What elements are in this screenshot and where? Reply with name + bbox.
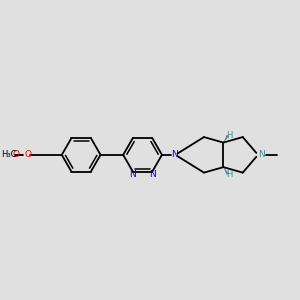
Polygon shape (224, 135, 229, 142)
Text: O: O (12, 150, 20, 159)
Text: N: N (258, 150, 265, 159)
Text: H: H (226, 131, 232, 140)
Text: N: N (129, 170, 136, 179)
Text: H: H (226, 170, 232, 179)
Text: N: N (171, 150, 178, 159)
Text: O: O (24, 150, 31, 159)
Polygon shape (224, 167, 229, 175)
Text: N: N (149, 170, 156, 179)
Text: H₃C: H₃C (1, 150, 16, 159)
